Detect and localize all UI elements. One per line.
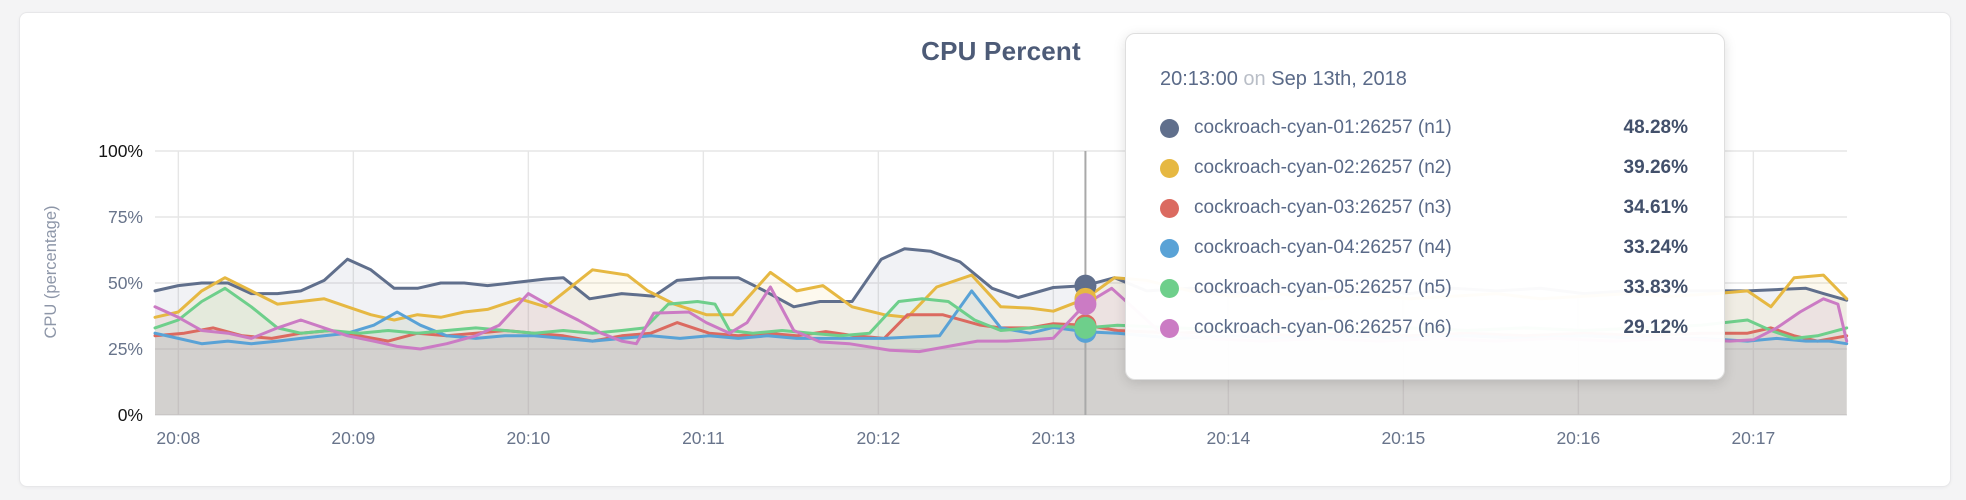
tooltip-row: cockroach-cyan-04:26257 (n4) 33.24% <box>1160 228 1688 268</box>
series-color-dot-icon <box>1160 118 1179 138</box>
tooltip-rows: cockroach-cyan-01:26257 (n1) 48.28% cockro… <box>1160 108 1688 348</box>
tooltip-on-word: on <box>1243 68 1266 90</box>
x-tick-label: 20:16 <box>1556 428 1600 448</box>
series-area <box>155 290 1847 415</box>
tooltip-row: cockroach-cyan-05:26257 (n5) 33.83% <box>1160 268 1688 308</box>
x-tick-label: 20:08 <box>156 428 200 448</box>
x-tick-label: 20:15 <box>1381 428 1425 448</box>
y-tick-label: 50% <box>108 273 143 293</box>
series-value: 48.28% <box>1623 117 1688 138</box>
hover-dot <box>1074 293 1097 316</box>
chart-title: CPU Percent <box>921 36 1081 66</box>
series-color-dot-icon <box>1160 158 1179 178</box>
series-color-dot-icon <box>1160 198 1179 218</box>
series-name: cockroach-cyan-01:26257 (n1) <box>1194 117 1452 138</box>
x-tick-label: 20:11 <box>682 428 725 448</box>
y-tick-label: 0% <box>118 405 143 425</box>
hover-dot <box>1074 316 1097 339</box>
series-area <box>155 288 1847 415</box>
series-name: cockroach-cyan-05:26257 (n5) <box>1194 277 1452 298</box>
series-color-dot-icon <box>1160 318 1179 338</box>
series-name: cockroach-cyan-04:26257 (n4) <box>1194 237 1452 258</box>
x-tick-label: 20:10 <box>506 428 550 448</box>
y-axis-label: CPU (percentage) <box>42 206 60 339</box>
series-value: 33.83% <box>1623 277 1688 298</box>
series-value: 33.24% <box>1623 237 1688 258</box>
series-name: cockroach-cyan-06:26257 (n6) <box>1194 317 1452 338</box>
x-tick-label: 20:12 <box>856 428 900 448</box>
x-tick-label: 20:14 <box>1206 428 1250 448</box>
series-area <box>155 287 1847 415</box>
series-color-dot-icon <box>1160 238 1179 258</box>
tooltip-row: cockroach-cyan-01:26257 (n1) 48.28% <box>1160 108 1688 148</box>
x-tick-label: 20:09 <box>331 428 375 448</box>
series-color-dot-icon <box>1160 278 1179 298</box>
tooltip-row: cockroach-cyan-03:26257 (n3) 34.61% <box>1160 188 1688 228</box>
tooltip-date: Sep 13th, 2018 <box>1271 68 1407 90</box>
series-value: 39.26% <box>1623 157 1688 178</box>
tooltip-time: 20:13:00 <box>1160 68 1238 90</box>
hover-tooltip: 20:13:00 on Sep 13th, 2018 cockroach-cya… <box>1125 33 1725 380</box>
x-tick-label: 20:17 <box>1731 428 1775 448</box>
series-name: cockroach-cyan-02:26257 (n2) <box>1194 157 1452 178</box>
series-name: cockroach-cyan-03:26257 (n3) <box>1194 197 1452 218</box>
series-value: 29.12% <box>1623 317 1688 338</box>
tooltip-row: cockroach-cyan-02:26257 (n2) 39.26% <box>1160 148 1688 188</box>
y-tick-label: 75% <box>108 207 143 227</box>
y-tick-label: 25% <box>108 339 143 359</box>
series-value: 34.61% <box>1623 197 1688 218</box>
tooltip-row: cockroach-cyan-06:26257 (n6) 29.12% <box>1160 308 1688 348</box>
x-tick-label: 20:13 <box>1031 428 1075 448</box>
tooltip-header: 20:13:00 on Sep 13th, 2018 <box>1160 64 1688 94</box>
y-tick-label: 100% <box>98 141 143 161</box>
